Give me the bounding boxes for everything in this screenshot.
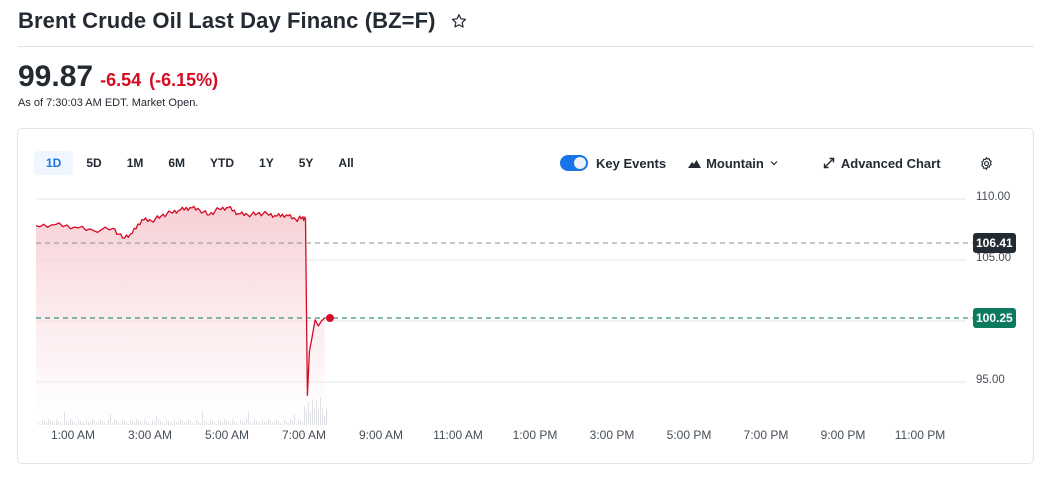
x-tick: 7:00 PM	[743, 428, 789, 442]
x-tick: 11:00 AM	[433, 428, 483, 442]
expand-diagonal-icon	[823, 157, 835, 169]
chart-type-dropdown[interactable]: Mountain	[688, 156, 783, 171]
range-tab-1m[interactable]: 1M	[126, 156, 144, 170]
current-price: 99.87	[18, 60, 94, 93]
gear-icon	[980, 156, 992, 170]
current-price-tag: 100.25	[973, 308, 1016, 328]
range-tab-5d[interactable]: 5D	[86, 156, 102, 170]
x-tick: 5:00 PM	[666, 428, 712, 442]
toggle-knob	[574, 157, 586, 169]
range-tab-1y[interactable]: 1Y	[259, 156, 274, 170]
price-line	[35, 205, 326, 397]
header-divider	[18, 46, 1034, 47]
advanced-chart-label: Advanced Chart	[840, 155, 941, 171]
key-events-label: Key Events	[596, 155, 667, 171]
x-tick: 9:00 AM	[358, 428, 404, 442]
x-tick: 1:00 PM	[512, 428, 558, 442]
advanced-chart-button[interactable]: Advanced Chart	[823, 156, 941, 171]
previous-close-tag: 106.41	[973, 233, 1016, 253]
price-area	[36, 206, 325, 425]
toggle-switch[interactable]	[560, 155, 588, 171]
price-change-percent: (-6.15%)	[149, 70, 219, 90]
star-outline-icon[interactable]	[450, 12, 468, 30]
x-tick: 3:00 PM	[589, 428, 635, 442]
range-tab-ytd[interactable]: YTD	[210, 156, 235, 170]
settings-button[interactable]	[979, 156, 994, 171]
x-tick: 5:00 AM	[204, 428, 250, 442]
y-tick-95: 95.00	[976, 374, 1005, 386]
range-tab-1d[interactable]: 1D	[34, 151, 74, 175]
range-tab-5y[interactable]: 5Y	[298, 156, 314, 170]
page-title: Brent Crude Oil Last Day Financ (BZ=F)	[18, 8, 436, 33]
range-tabs: 1D 5D 1M 6M YTD 1Y 5Y All	[34, 151, 366, 175]
chart-card: 1D 5D 1M 6M YTD 1Y 5Y All Key Events Mou…	[17, 128, 1034, 464]
x-tick: 1:00 AM	[50, 428, 96, 442]
mountain-icon	[688, 159, 702, 168]
as-of-timestamp: As of 7:30:03 AM EDT. Market Open.	[18, 97, 199, 109]
price-change: -6.54	[100, 70, 142, 90]
quote-price-row: 99.87 -6.54 (-6.15%)	[18, 60, 218, 94]
range-tab-6m[interactable]: 6M	[168, 156, 186, 170]
x-tick: 11:00 PM	[894, 428, 946, 442]
key-events-toggle[interactable]: Key Events	[560, 155, 666, 171]
y-tick-105: 105.00	[976, 252, 1012, 264]
chart-tools: Key Events Mountain Advanced Chart	[560, 151, 994, 175]
chart-type-label: Mountain	[706, 155, 764, 171]
price-chart[interactable]	[18, 129, 1035, 465]
y-tick-110: 110.00	[976, 191, 1011, 203]
chevron-down-icon	[770, 161, 778, 166]
x-tick: 7:00 AM	[281, 428, 327, 442]
range-tab-all[interactable]: All	[338, 156, 354, 170]
x-tick: 3:00 AM	[127, 428, 173, 442]
header: Brent Crude Oil Last Day Financ (BZ=F)	[18, 8, 468, 34]
last-price-dot	[326, 314, 334, 322]
x-tick: 9:00 PM	[820, 428, 866, 442]
